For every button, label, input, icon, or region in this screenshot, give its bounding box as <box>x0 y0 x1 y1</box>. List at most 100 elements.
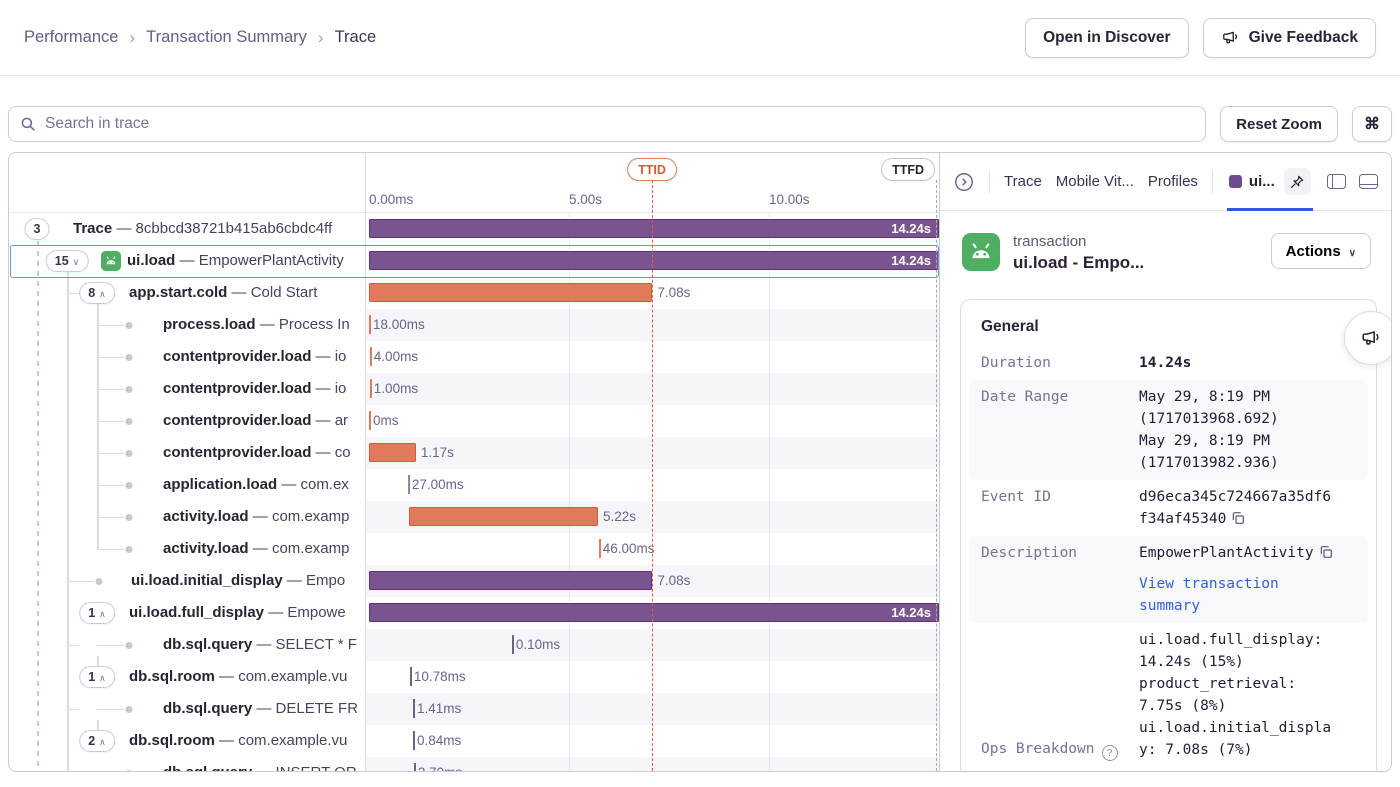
tab-mobile-vitals[interactable]: Mobile Vit... <box>1056 173 1134 190</box>
tabs-divider <box>1212 171 1213 193</box>
trace-tree-row[interactable]: contentprovider.load — io <box>9 373 365 405</box>
tab-active-transaction[interactable]: ui... <box>1229 173 1275 190</box>
trace-tree-row[interactable]: application.load — com.ex <box>9 469 365 501</box>
transaction-color-swatch-icon <box>1229 175 1242 188</box>
span-dot-marker <box>126 546 133 553</box>
span-row-label: db.sql.query — SELECT * F <box>163 629 365 661</box>
trace-tree-row[interactable]: 2db.sql.room — com.example.vu <box>9 725 365 757</box>
span-mark[interactable] <box>370 379 372 398</box>
span-bar[interactable]: 14.24s <box>369 603 939 622</box>
span-bar[interactable] <box>409 507 598 526</box>
copy-icon[interactable] <box>1230 510 1246 526</box>
span-dot-marker <box>96 578 103 585</box>
tree-waterfall-divider[interactable] <box>365 153 366 771</box>
span-count-pill[interactable]: 8 <box>79 282 115 304</box>
span-duration-label: 14.24s <box>891 605 931 621</box>
span-row-label: contentprovider.load — io <box>163 341 365 373</box>
span-mark[interactable] <box>370 347 372 366</box>
breadcrumb-performance[interactable]: Performance <box>24 28 118 47</box>
trace-tree-row[interactable]: db.sql.query — DELETE FR <box>9 693 365 725</box>
detail-row: DescriptionEmpowerPlantActivityView tran… <box>969 536 1368 623</box>
detail-value: May 29, 8:19 PM(1717013968.692)May 29, 8… <box>1139 386 1356 474</box>
breadcrumb-trace: Trace <box>335 28 377 47</box>
pin-tab-button[interactable] <box>1284 168 1311 195</box>
breadcrumb-transaction-summary[interactable]: Transaction Summary <box>146 28 307 47</box>
trace-tree-row[interactable]: 8app.start.cold — Cold Start <box>9 277 365 309</box>
tab-profiles[interactable]: Profiles <box>1148 173 1198 190</box>
span-row-label: db.sql.query — DELETE FR <box>163 693 365 725</box>
help-icon[interactable] <box>1102 745 1118 761</box>
layout-right-icon[interactable] <box>1391 174 1392 189</box>
trace-tree-row[interactable]: activity.load — com.examp <box>9 501 365 533</box>
span-mark[interactable] <box>414 763 416 772</box>
span-mark[interactable] <box>369 315 371 334</box>
span-bar[interactable] <box>369 571 652 590</box>
feedback-float-button[interactable] <box>1344 311 1392 365</box>
span-count-pill[interactable]: 2 <box>79 730 115 752</box>
span-row-label: application.load — com.ex <box>163 469 365 501</box>
span-duration-label: 7.08s <box>657 283 690 302</box>
breadcrumb: Performance Transaction Summary Trace <box>24 28 376 48</box>
trace-waterfall-panel: 3Trace — 8cbbcd38721b415ab6cbdc4ff14.24s… <box>8 152 1392 772</box>
general-card: General Duration14.24sDate RangeMay 29, … <box>960 299 1377 772</box>
span-dot-marker <box>126 770 133 773</box>
span-mark[interactable] <box>512 635 514 654</box>
span-mark[interactable] <box>369 411 371 430</box>
android-icon <box>962 233 1000 271</box>
trace-tree-row[interactable]: 1ui.load.full_display — Empowe <box>9 597 365 629</box>
tab-trace[interactable]: Trace <box>1004 173 1042 190</box>
expand-drawer-icon[interactable] <box>953 171 975 193</box>
trace-tree-row[interactable]: contentprovider.load — ar <box>9 405 365 437</box>
transaction-kicker: transaction <box>1013 233 1144 250</box>
drawer-tabs: Trace Mobile Vit... Profiles ui... <box>940 153 1392 211</box>
span-count-pill[interactable]: 3 <box>25 218 50 240</box>
detail-value: 14.24s <box>1139 352 1364 374</box>
span-row-label: db.sql.room — com.example.vu <box>129 661 365 693</box>
span-mark[interactable] <box>599 539 601 558</box>
trace-tree-row[interactable]: 1 db.sql.room — com.example.vu <box>9 661 365 693</box>
span-mark[interactable] <box>410 667 412 686</box>
span-bar[interactable]: 14.24s <box>369 219 939 238</box>
tab-active-label: ui... <box>1249 173 1275 190</box>
open-in-discover-button[interactable]: Open in Discover <box>1025 18 1188 58</box>
span-bar[interactable] <box>369 283 652 302</box>
give-feedback-button[interactable]: Give Feedback <box>1203 18 1376 58</box>
trace-tree-row[interactable]: contentprovider.load — io <box>9 341 365 373</box>
actions-button[interactable]: Actions <box>1271 233 1371 269</box>
span-row-label: activity.load — com.examp <box>163 533 365 565</box>
trace-tree-row[interactable]: contentprovider.load — co <box>9 437 365 469</box>
trace-tree-row[interactable]: ui.load.initial_display — Empo <box>9 565 365 597</box>
breadcrumb-separator-icon <box>129 28 135 48</box>
span-count-pill[interactable]: 1 <box>79 602 115 624</box>
span-count-pill[interactable]: 15 <box>46 250 89 272</box>
search-input[interactable] <box>8 106 1206 142</box>
chevron-up-icon <box>99 286 106 300</box>
span-mark[interactable] <box>413 699 415 718</box>
view-transaction-summary-link[interactable]: View transactionsummary <box>1139 573 1356 617</box>
span-duration-label: 46.00ms <box>603 539 655 558</box>
trace-tree-row[interactable]: db.sql.query — SELECT * F <box>9 629 365 661</box>
trace-tree-row[interactable]: 15ui.load — EmpowerPlantActivity <box>9 245 365 277</box>
trace-drawer: Trace Mobile Vit... Profiles ui... <box>939 153 1392 772</box>
reset-zoom-button[interactable]: Reset Zoom <box>1220 106 1338 142</box>
layout-left-icon[interactable] <box>1327 174 1346 189</box>
span-bar[interactable]: 14.24s <box>369 251 939 270</box>
gridline-10s <box>769 212 770 771</box>
shortcuts-button[interactable]: ⌘ <box>1352 106 1392 142</box>
detail-row: Event IDd96eca345c724667a35df6f34af45340 <box>961 480 1376 536</box>
span-dot-marker <box>126 386 133 393</box>
trace-tree-row[interactable]: activity.load — com.examp <box>9 533 365 565</box>
detail-label: Description <box>981 542 1131 617</box>
span-count-pill[interactable]: 1 <box>79 666 115 688</box>
reset-zoom-label: Reset Zoom <box>1236 116 1322 133</box>
trace-tree-row[interactable]: 3Trace — 8cbbcd38721b415ab6cbdc4ff <box>9 213 365 245</box>
trace-tree-row[interactable]: db.sql.query — INSERT OR <box>9 757 365 772</box>
span-mark[interactable] <box>408 475 410 494</box>
copy-icon[interactable] <box>1318 544 1334 560</box>
span-bar[interactable] <box>369 443 416 462</box>
layout-bottom-icon[interactable] <box>1359 174 1378 189</box>
span-dot-marker <box>126 450 133 457</box>
span-mark[interactable] <box>413 731 415 750</box>
trace-tree-row[interactable]: process.load — Process In <box>9 309 365 341</box>
span-duration-label: 0ms <box>373 411 399 430</box>
